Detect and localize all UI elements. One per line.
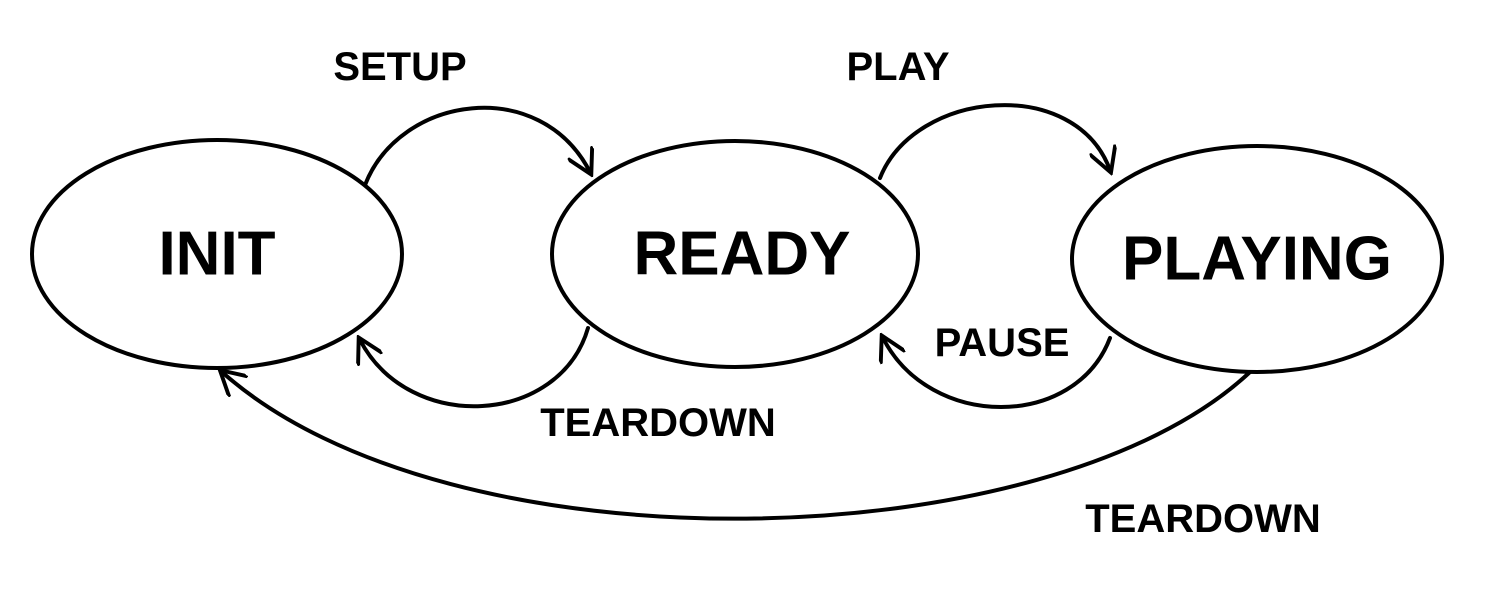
state-ready: READY [550,139,920,369]
play-arrow [878,103,1110,180]
pause-label: PAUSE [935,321,1070,365]
state-init: INIT [30,138,404,370]
setup-label: SETUP [333,45,466,89]
setup-arrow [363,105,590,187]
teardown-playing-label: TEARDOWN [1085,497,1321,541]
teardown-ready-arrow [360,326,590,409]
state-init-label: INIT [158,220,275,289]
play-label: PLAY [846,45,949,89]
state-playing: PLAYING [1070,144,1444,374]
teardown-playing-arrow [222,372,1252,521]
state-ready-label: READY [633,220,850,289]
teardown-ready-label: TEARDOWN [540,401,776,445]
pause-arrow [883,338,1112,409]
state-playing-label: PLAYING [1122,225,1392,294]
